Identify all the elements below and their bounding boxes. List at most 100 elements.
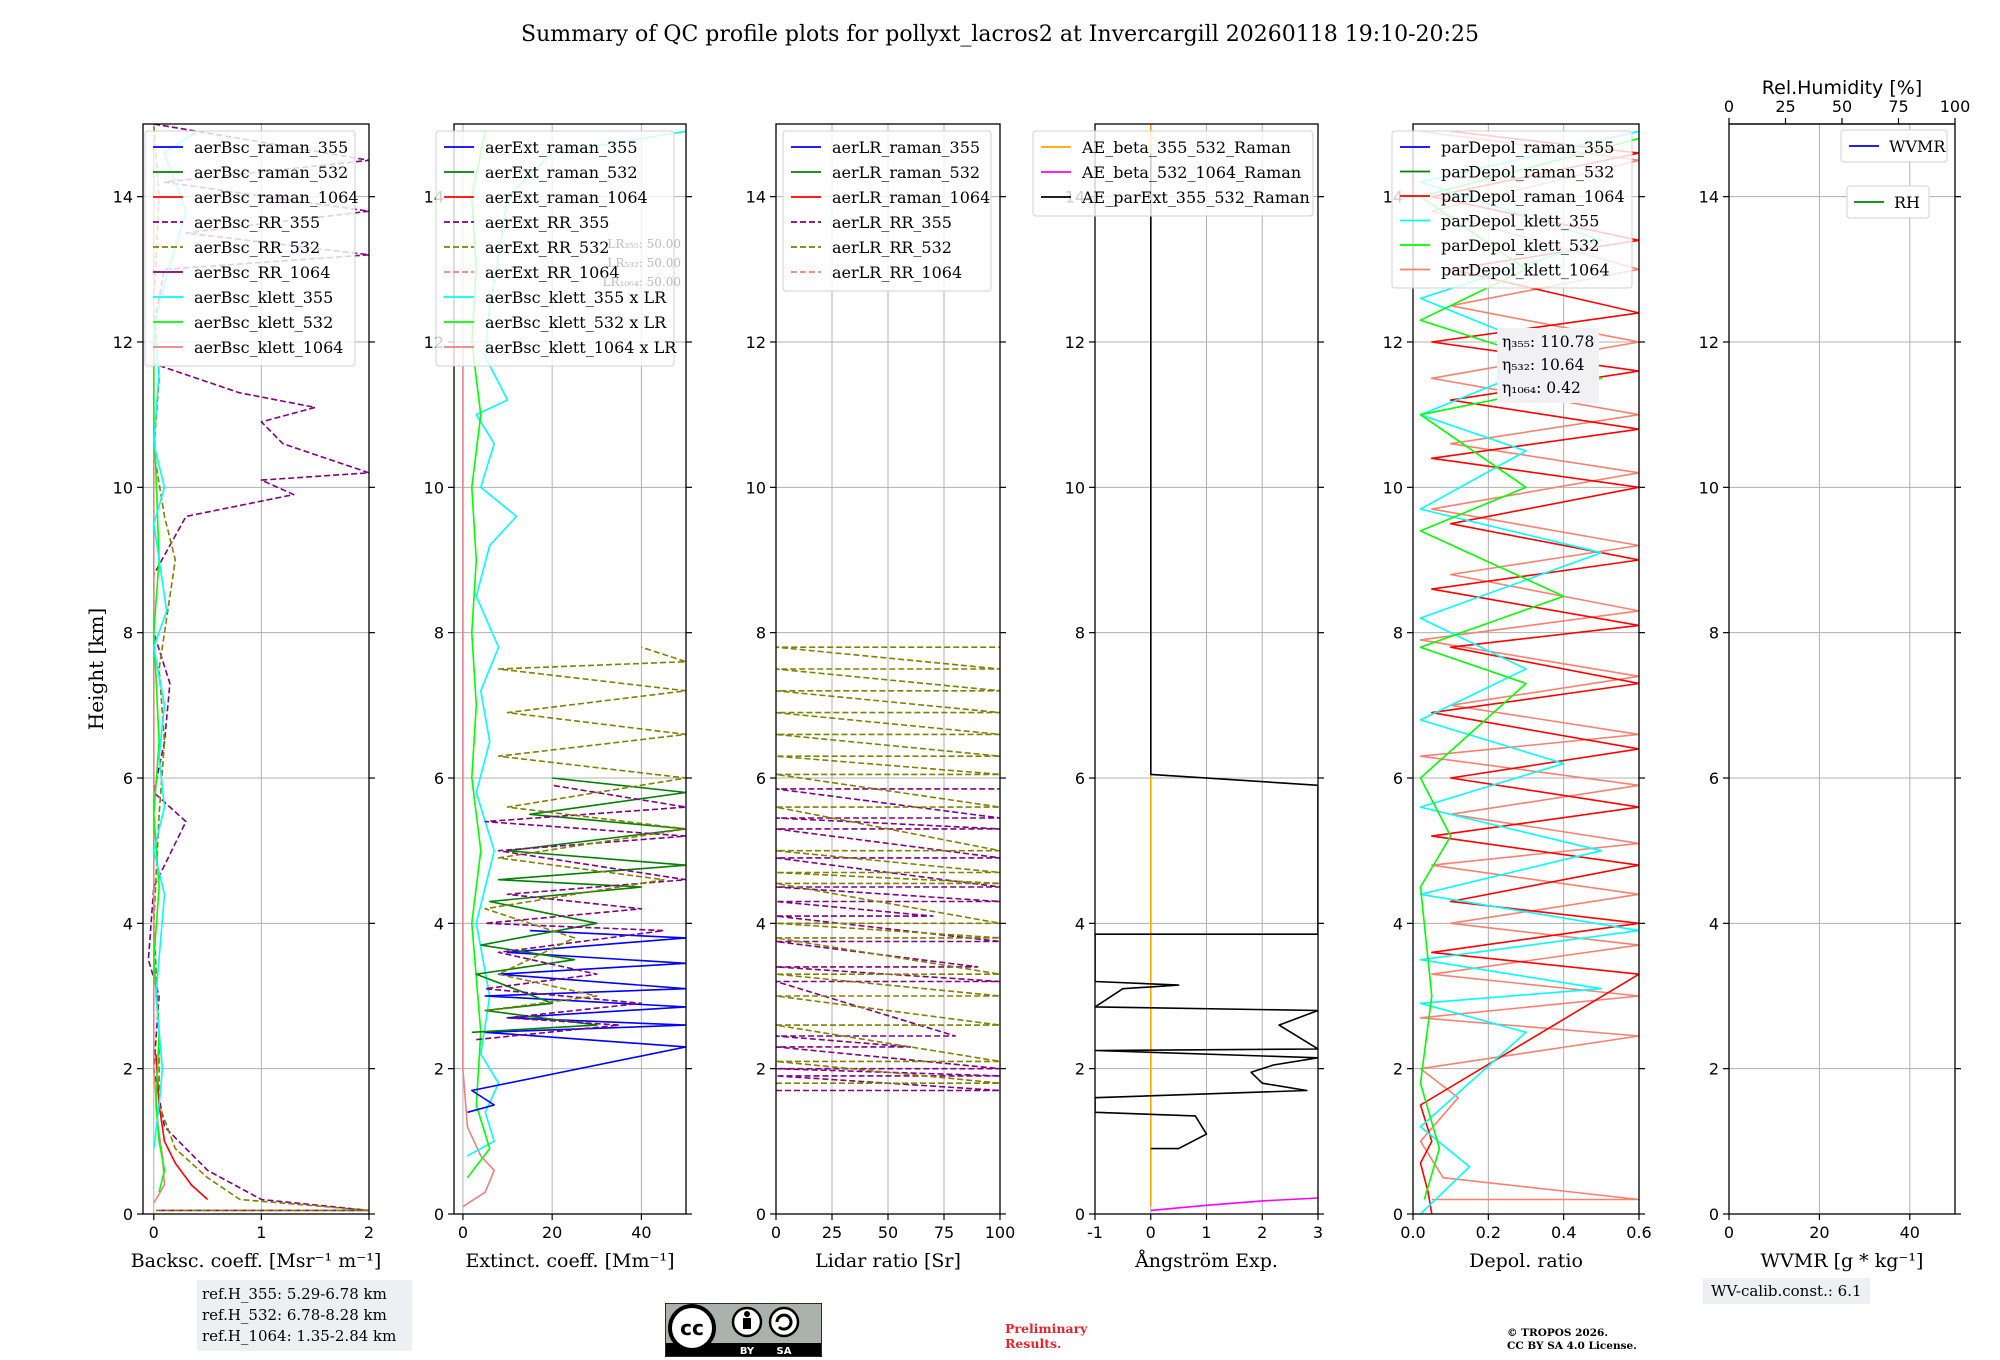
- y-tick-label: 6: [1709, 769, 1719, 788]
- legend-label: aerExt_raman_355: [485, 138, 638, 157]
- y-tick-label: 10: [113, 478, 133, 497]
- y-tick-label: 4: [123, 914, 133, 933]
- y-tick-label: 10: [1065, 478, 1085, 497]
- panel-depol: 0.00.20.40.602468101214Depol. ratioparDe…: [1383, 123, 1652, 1272]
- x-tick-label: 40: [631, 1223, 651, 1242]
- legend-label: aerLR_raman_355: [832, 138, 980, 157]
- y-tick-label: 8: [1393, 624, 1403, 643]
- series-group: [1419, 130, 1639, 1214]
- legend-label: aerLR_raman_1064: [832, 188, 990, 207]
- legend: aerExt_raman_355 aerExt_raman_532 aerExt_r…: [435, 130, 677, 367]
- legend-label: aerExt_raman_532: [485, 163, 638, 182]
- cc-logo-text: cc: [680, 1316, 704, 1340]
- legend-label: parDepol_klett_532: [1441, 236, 1599, 255]
- preliminary-results-note: Preliminary Results.: [1005, 1321, 1087, 1351]
- legend-label: aerBsc_klett_532: [194, 313, 333, 332]
- y-tick-label: 8: [434, 624, 444, 643]
- y-tick-label: 2: [1075, 1060, 1085, 1079]
- y-tick-label: 2: [756, 1060, 766, 1079]
- y-tick-label: 2: [1393, 1060, 1403, 1079]
- y-tick-label: 6: [1075, 769, 1085, 788]
- top-x-tick-label: 50: [1832, 97, 1852, 116]
- series-parDepol_klett_1064: [1419, 130, 1639, 1201]
- y-tick-label: 0: [1393, 1205, 1403, 1224]
- legend-label: AE_beta_532_1064_Raman: [1081, 163, 1301, 182]
- x-tick-label: 20: [1809, 1223, 1829, 1242]
- x-axis-label: Backsc. coeff. [Msr⁻¹ m⁻¹]: [131, 1250, 382, 1272]
- lr-value-text: LR₃₅₅: 50.00: [607, 237, 681, 251]
- x-tick-label: 1: [256, 1223, 266, 1242]
- legend-label: aerBsc_klett_1064 x LR: [485, 338, 677, 357]
- y-tick-label: 6: [756, 769, 766, 788]
- x-tick-label: 20: [542, 1223, 562, 1242]
- panel-lr: 0 25 50 75 100 0 2 4 6 8 10 12 14 Lidar ratio [Sr] aer…: [746, 123, 1015, 1272]
- y-tick-label: 4: [1393, 914, 1403, 933]
- eta-355: η₃₅₅: 110.78: [1502, 333, 1595, 351]
- axes-frame: [142, 123, 370, 1215]
- x-tick-label: 2: [1257, 1223, 1267, 1242]
- y-tick-label: 12: [113, 333, 133, 352]
- x-tick-label: 0: [771, 1223, 781, 1242]
- y-tick-label: 8: [1709, 624, 1719, 643]
- x-tick-label: 0: [1724, 1223, 1734, 1242]
- y-tick-label: 4: [1075, 914, 1085, 933]
- copyright-line-2: CC BY SA 4.0 License.: [1507, 1340, 1637, 1352]
- legend-label: parDepol_klett_1064: [1441, 261, 1610, 280]
- x-axis-label: Extinct. coeff. [Mm⁻¹]: [465, 1250, 674, 1272]
- series-aerLR_RR_355: [776, 788, 1000, 1092]
- series-aerExt_raman_532: [471, 777, 686, 1034]
- y-tick-label: 6: [434, 769, 444, 788]
- x-axis-label: Lidar ratio [Sr]: [815, 1250, 961, 1272]
- series-aerLR_RR_532: [776, 646, 1000, 1084]
- legend-label: aerBsc_raman_532: [194, 163, 348, 182]
- legend-label: aerExt_raman_1064: [485, 188, 648, 207]
- legend-label: aerBsc_klett_355: [194, 288, 333, 307]
- y-tick-label: 0: [1075, 1205, 1085, 1224]
- x-tick-label: 1: [1201, 1223, 1211, 1242]
- panel-wv: 0 20 40 0 2 4 6 8 10 12 14 WVMR [g * kg⁻¹] 0 25 50 75 10…: [1699, 77, 1971, 1272]
- x-axis-label: Depol. ratio: [1469, 1250, 1583, 1272]
- cc-license-badge: cc BY SA: [665, 1303, 822, 1357]
- y-tick-label: 8: [1075, 624, 1085, 643]
- figure-title: Summary of QC profile plots for pollyxt_…: [521, 22, 1479, 47]
- legend-wvmr: WVMR: [1840, 129, 1948, 163]
- y-tick-label: 14: [1699, 188, 1719, 207]
- series-AE_parExt_355_532_Raman: [1095, 153, 1318, 1150]
- y-tick-label: 12: [746, 333, 766, 352]
- series-aerBsc_raman_1064: [155, 1054, 209, 1201]
- reference-height-box: ref.H_355: 5.29-6.78 km ref.H_532: 6.78-…: [197, 1280, 412, 1351]
- legend: AE_beta_355_532_Raman AE_beta_532_1064_Ra…: [1032, 130, 1314, 217]
- cc-by-text: BY: [740, 1346, 755, 1357]
- legend-label: aerLR_RR_532: [832, 238, 952, 257]
- y-tick-label: 10: [1383, 478, 1403, 497]
- eta-1064: η₁₀₆₄: 0.42: [1502, 379, 1581, 397]
- legend-rh: RH: [1846, 185, 1930, 219]
- eta-532: η₅₃₂: 10.64: [1502, 356, 1585, 374]
- ref-height-1064: ref.H_1064: 1.35-2.84 km: [202, 1327, 397, 1345]
- legend-frame: [1391, 130, 1633, 289]
- y-tick-label: 10: [424, 478, 444, 497]
- y-tick-label: 2: [1709, 1060, 1719, 1079]
- y-tick-label: 6: [123, 769, 133, 788]
- legend-label: parDepol_raman_1064: [1441, 187, 1625, 206]
- preliminary-line-1: Preliminary: [1005, 1321, 1088, 1336]
- panel-ae: -1012302468101214Ångström Exp.AE_beta_35…: [1032, 123, 1324, 1272]
- x-tick-label: 0: [458, 1223, 468, 1242]
- y-tick-label: 0: [434, 1205, 444, 1224]
- legend-label: aerExt_RR_1064: [485, 263, 620, 282]
- y-tick-label: 12: [1699, 333, 1719, 352]
- series-group: [776, 646, 1000, 1092]
- y-tick-label: 4: [756, 914, 766, 933]
- legend-label: AE_beta_355_532_Raman: [1081, 138, 1291, 157]
- ref-height-532: ref.H_532: 6.78-8.28 km: [202, 1306, 387, 1324]
- legend-label: aerBsc_RR_355: [194, 213, 320, 232]
- series-parDepol_raman_1064: [1419, 130, 1639, 1214]
- legend-label: aerBsc_RR_1064: [194, 263, 330, 282]
- series-parDepol_klett_532: [1419, 137, 1639, 1200]
- legend-frame: [1840, 129, 1948, 163]
- legend-label: aerExt_RR_355: [485, 213, 609, 232]
- y-tick-label: 14: [746, 188, 766, 207]
- top-x-tick-label: 100: [1940, 97, 1971, 116]
